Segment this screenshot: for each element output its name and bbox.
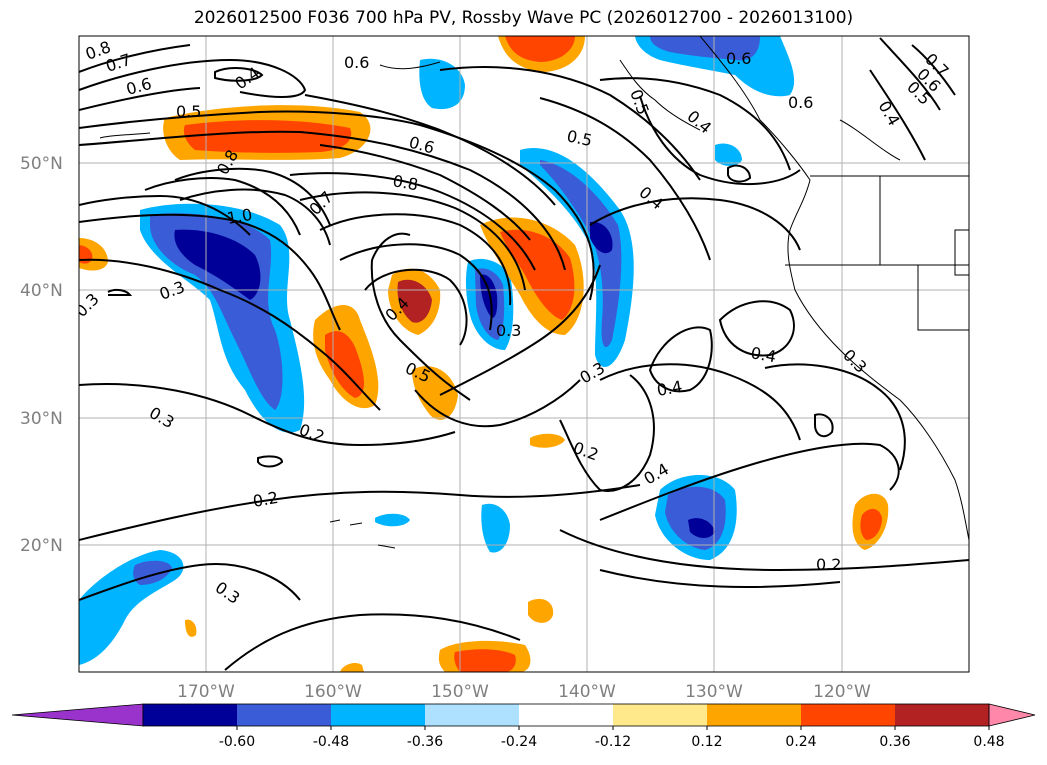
lon-label: 120°W <box>813 682 871 702</box>
graticule <box>79 36 969 672</box>
lon-label: 160°W <box>304 682 362 702</box>
contour-label: 0.2 <box>816 555 841 574</box>
colorbar-frame <box>142 703 990 727</box>
lon-label: 150°W <box>431 682 489 702</box>
colorbar-segment <box>237 704 332 726</box>
colorbar-segment <box>801 704 896 726</box>
colorbar-tick-label: 0.48 <box>973 734 1004 750</box>
colorbar: -0.60 -0.48 -0.36 -0.24 -0.12 0.12 0.24 0.36 0.4… <box>11 703 1036 750</box>
colorbar-segment <box>143 704 238 726</box>
lat-label: 30°N <box>20 409 63 429</box>
lon-label: 130°W <box>685 682 743 702</box>
colorbar-segment <box>425 704 520 726</box>
lat-label: 20°N <box>20 536 63 556</box>
pv-anomaly-shading <box>79 36 889 672</box>
contour-label: 0.4 <box>749 343 777 366</box>
lon-label: 170°W <box>177 682 235 702</box>
contour-label: 0.6 <box>726 49 751 68</box>
colorbar-tick-label: -0.24 <box>501 734 537 750</box>
colorbar-tick-label: 0.36 <box>879 734 910 750</box>
colorbar-tick-label: -0.60 <box>219 734 255 750</box>
map-title: 2026012500 F036 700 hPa PV, Rossby Wave … <box>193 8 854 28</box>
contour-label: 0.4 <box>655 377 683 400</box>
colorbar-tick-label: -0.48 <box>313 734 349 750</box>
map-frame <box>78 35 970 673</box>
lon-label: 140°W <box>558 682 616 702</box>
colorbar-tick-label: -0.12 <box>595 734 631 750</box>
pv-contours <box>79 37 969 671</box>
colorbar-segment <box>613 704 708 726</box>
colorbar-tick-label: 0.12 <box>691 734 722 750</box>
colorbar-tick-label: -0.36 <box>407 734 443 750</box>
lat-label: 50°N <box>20 154 63 174</box>
colorbar-segment <box>519 704 614 726</box>
contour-label: 0.6 <box>344 53 369 72</box>
contour-label: 0.8 <box>391 171 419 194</box>
coastlines <box>99 36 969 549</box>
colorbar-extend-low <box>11 703 144 727</box>
contour-label: 0.2 <box>251 488 279 511</box>
contour-label: 0.3 <box>496 321 521 340</box>
contour-label: 0.6 <box>788 93 813 112</box>
contour-label: 1.0 <box>225 205 253 228</box>
contour-label: 0.5 <box>176 102 201 121</box>
colorbar-segment <box>895 704 990 726</box>
longitude-labels: 170°W 160°W 150°W 140°W 130°W 120°W <box>177 682 871 702</box>
colorbar-tick-label: 0.24 <box>785 734 816 750</box>
map-area: 0.8 0.7 0.6 0.4 0.6 0.5 0.6 0.5 0.4 0.6 … <box>79 36 969 672</box>
colorbar-segment <box>331 704 426 726</box>
colorbar-extend-high <box>988 703 1036 727</box>
latitude-labels: 50°N 40°N 30°N 20°N <box>20 154 63 556</box>
contour-label: 0.5 <box>565 126 594 150</box>
colorbar-segment <box>707 704 802 726</box>
lat-label: 40°N <box>20 281 63 301</box>
